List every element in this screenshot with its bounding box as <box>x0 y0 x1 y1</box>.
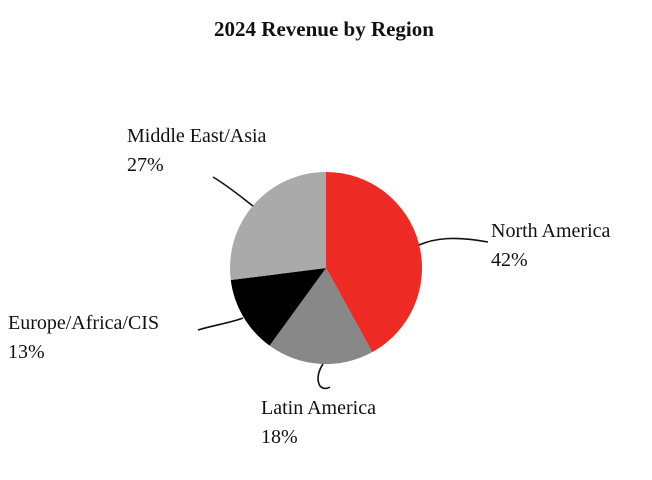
pie-slice-north-america <box>326 172 423 353</box>
slice-label-latin-america: Latin America <box>261 397 376 419</box>
slice-value-latin-america: 18% <box>261 426 298 448</box>
leader-lines <box>197 176 489 390</box>
slice-value-north-america: 42% <box>491 249 528 271</box>
pie-slice-europe-africa-cis <box>230 268 326 346</box>
leader-line-latin-america <box>317 363 331 390</box>
slice-label-north-america: North America <box>491 220 611 242</box>
slice-value-europe-africa-cis: 13% <box>8 341 45 363</box>
leader-line-north-america <box>418 237 489 246</box>
leader-line-europe-africa-cis <box>197 317 244 331</box>
slice-labels: North America 42% Latin America 18% Euro… <box>8 125 611 448</box>
pie-slice-middle-east-asia <box>230 172 326 281</box>
leader-line-middle-east-asia <box>212 176 254 207</box>
pie-slice-latin-america <box>269 268 373 365</box>
pie-slices <box>230 172 423 365</box>
slice-value-middle-east-asia: 27% <box>127 154 164 176</box>
chart-title: 2024 Revenue by Region <box>214 17 434 41</box>
slice-label-middle-east-asia: Middle East/Asia <box>127 125 267 147</box>
slice-label-europe-africa-cis: Europe/Africa/CIS <box>8 312 159 334</box>
